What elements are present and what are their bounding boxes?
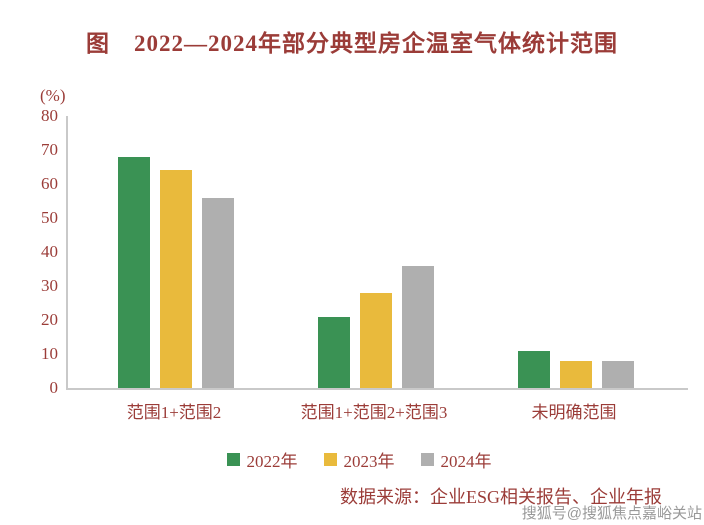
bar — [518, 350, 550, 388]
y-tick-label: 40 — [41, 242, 58, 261]
y-tick-label: 0 — [49, 378, 59, 397]
y-tick-label: 70 — [41, 140, 58, 159]
source-note: 数据来源：企业ESG相关报告、企业年报 — [339, 487, 662, 507]
watermark: 搜狐号@搜狐焦点嘉峪关站 — [521, 505, 702, 522]
legend-swatch — [226, 453, 240, 466]
y-tick-label: 50 — [41, 208, 58, 227]
bar — [318, 316, 350, 388]
bar — [118, 156, 150, 388]
legend: 2022年 2023年 2024年 — [0, 447, 704, 472]
y-axis: 80 70 60 50 40 30 20 10 0 — [6, 106, 58, 397]
y-axis-unit-label: (%) — [40, 86, 66, 105]
y-tick-label: 60 — [41, 174, 58, 193]
bar — [402, 265, 434, 388]
legend-swatch — [323, 453, 337, 466]
x-category-label: 范围1+范围2 — [126, 403, 222, 422]
legend-label: 2022年 — [246, 452, 298, 471]
x-axis-labels: 范围1+范围2 范围1+范围2+范围3 未明确范围 — [66, 398, 686, 424]
legend-item: 2024年 — [420, 447, 492, 472]
bar — [602, 360, 634, 388]
x-category-label: 未明确范围 — [531, 403, 617, 422]
y-tick-label: 30 — [41, 276, 58, 295]
legend-label: 2024年 — [440, 452, 492, 471]
chart-title: 图 2022—2024年部分典型房企温室气体统计范围 — [86, 31, 618, 56]
x-category-label: 范围1+范围2+范围3 — [300, 403, 448, 422]
legend-item: 2023年 — [323, 447, 395, 472]
y-tick-label: 10 — [41, 344, 58, 363]
bar-group — [118, 156, 234, 388]
legend-label: 2023年 — [343, 452, 395, 471]
legend-swatch — [420, 453, 434, 466]
legend-item: 2022年 — [226, 447, 298, 472]
plot-area — [66, 116, 688, 390]
bar — [160, 170, 192, 388]
bar-group — [518, 350, 634, 388]
y-tick-label: 20 — [41, 310, 58, 329]
bar — [360, 292, 392, 388]
bar-group — [318, 265, 434, 388]
bar — [560, 360, 592, 388]
bar — [202, 197, 234, 388]
y-tick-label: 80 — [41, 106, 58, 125]
